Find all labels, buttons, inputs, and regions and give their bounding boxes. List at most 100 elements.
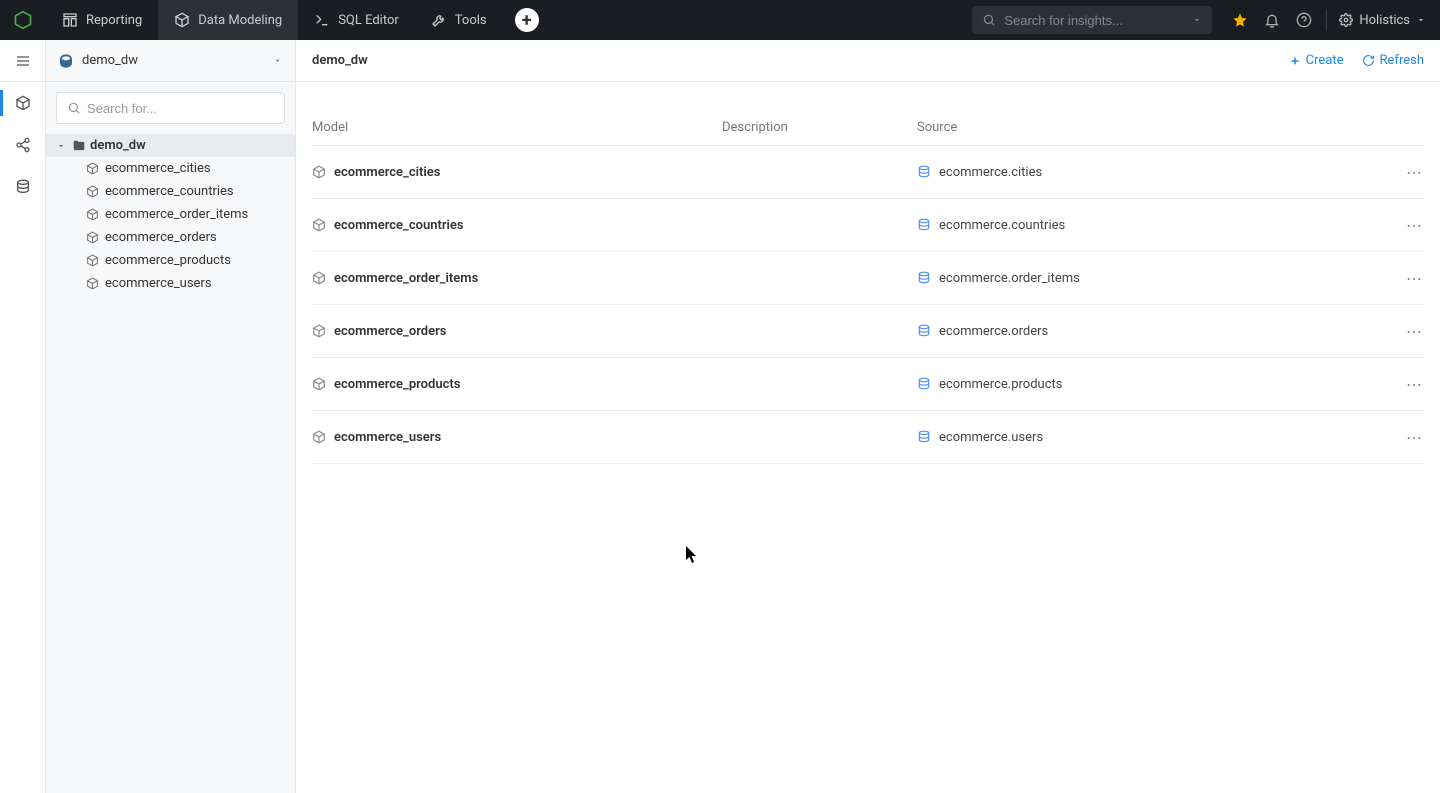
source-name: ecommerce.users bbox=[939, 430, 1043, 445]
refresh-label: Refresh bbox=[1380, 53, 1424, 68]
table-row[interactable]: ecommerce_products ecommerce.products ⋯ bbox=[312, 358, 1424, 411]
chevron-down-icon bbox=[56, 141, 68, 151]
tree-item[interactable]: ecommerce_users bbox=[46, 272, 295, 295]
rail-menu-toggle[interactable] bbox=[0, 40, 46, 82]
global-search-input[interactable] bbox=[1004, 13, 1184, 28]
app-logo[interactable] bbox=[0, 0, 46, 40]
tab-sql-editor[interactable]: SQL Editor bbox=[298, 0, 415, 40]
menu-icon bbox=[15, 53, 31, 69]
table-row[interactable]: ecommerce_orders ecommerce.orders ⋯ bbox=[312, 305, 1424, 358]
row-menu[interactable]: ⋯ bbox=[1384, 322, 1424, 341]
tree-item[interactable]: ecommerce_orders bbox=[46, 226, 295, 249]
db-selector[interactable]: demo_dw bbox=[46, 40, 295, 82]
table-row[interactable]: ecommerce_cities ecommerce.cities ⋯ bbox=[312, 146, 1424, 199]
source-cell: ecommerce.users bbox=[917, 430, 1384, 445]
global-search[interactable] bbox=[972, 6, 1212, 34]
chevron-down-icon bbox=[1192, 15, 1202, 25]
row-menu[interactable]: ⋯ bbox=[1384, 163, 1424, 182]
header-actions: Create Refresh bbox=[1289, 53, 1424, 68]
model-cell: ecommerce_order_items bbox=[312, 271, 722, 286]
model-name: ecommerce_countries bbox=[334, 218, 464, 233]
reporting-icon bbox=[62, 12, 78, 28]
row-menu[interactable]: ⋯ bbox=[1384, 428, 1424, 447]
star-icon bbox=[1232, 12, 1248, 28]
source-cell: ecommerce.cities bbox=[917, 165, 1384, 180]
database-icon bbox=[917, 324, 931, 338]
models-table: Model Description Source ecommerce_citie… bbox=[296, 82, 1440, 464]
plus-icon bbox=[1289, 55, 1301, 67]
row-menu[interactable]: ⋯ bbox=[1384, 375, 1424, 394]
model-cell: ecommerce_products bbox=[312, 377, 722, 392]
cube-icon bbox=[86, 185, 99, 198]
file-tree: demo_dw ecommerce_cities ecommerce_countr… bbox=[46, 134, 295, 295]
tab-reporting[interactable]: Reporting bbox=[46, 0, 158, 40]
cube-icon bbox=[86, 231, 99, 244]
row-menu[interactable]: ⋯ bbox=[1384, 216, 1424, 235]
favorites-button[interactable] bbox=[1224, 0, 1256, 40]
top-navbar: Reporting Data Modeling SQL Editor Tools… bbox=[0, 0, 1440, 40]
source-name: ecommerce.cities bbox=[939, 165, 1042, 180]
sidebar-search[interactable] bbox=[56, 92, 285, 124]
rail-databases[interactable] bbox=[0, 166, 46, 208]
tab-label: SQL Editor bbox=[338, 13, 399, 28]
model-name: ecommerce_cities bbox=[334, 165, 440, 180]
model-name: ecommerce_order_items bbox=[334, 271, 478, 286]
create-button[interactable]: Create bbox=[1289, 53, 1344, 68]
table-row[interactable]: ecommerce_users ecommerce.users ⋯ bbox=[312, 411, 1424, 464]
tree-item-label: ecommerce_countries bbox=[105, 184, 234, 199]
rail-relationships[interactable] bbox=[0, 124, 46, 166]
model-cell: ecommerce_countries bbox=[312, 218, 722, 233]
source-cell: ecommerce.order_items bbox=[917, 271, 1384, 286]
content-header: demo_dw Create Refresh bbox=[296, 40, 1440, 82]
model-name: ecommerce_users bbox=[334, 430, 441, 445]
add-button[interactable]: + bbox=[515, 8, 539, 32]
model-name: ecommerce_orders bbox=[334, 324, 446, 339]
cube-icon bbox=[86, 277, 99, 290]
create-label: Create bbox=[1306, 53, 1344, 68]
sidebar: demo_dw demo_dw ecommerce_cities ecommerc… bbox=[46, 40, 296, 793]
refresh-button[interactable]: Refresh bbox=[1362, 53, 1424, 68]
hexagon-logo-icon bbox=[13, 10, 33, 30]
source-name: ecommerce.orders bbox=[939, 324, 1048, 339]
database-icon bbox=[917, 271, 931, 285]
table-row[interactable]: ecommerce_countries ecommerce.countries⋯ bbox=[312, 199, 1424, 252]
sidebar-search-row bbox=[46, 82, 295, 134]
cube-icon bbox=[86, 162, 99, 175]
tree-item[interactable]: ecommerce_products bbox=[46, 249, 295, 272]
sidebar-search-input[interactable] bbox=[87, 101, 274, 116]
bell-icon bbox=[1264, 12, 1280, 28]
table-row[interactable]: ecommerce_order_items ecommerce.order_ite… bbox=[312, 252, 1424, 305]
database-icon bbox=[917, 377, 931, 391]
chevron-down-icon bbox=[272, 55, 283, 66]
cube-icon bbox=[15, 95, 31, 111]
source-cell: ecommerce.countries bbox=[917, 218, 1384, 233]
cube-icon bbox=[312, 271, 326, 285]
cube-icon bbox=[86, 208, 99, 221]
tree-folder[interactable]: demo_dw bbox=[46, 134, 295, 157]
rail-models[interactable] bbox=[0, 82, 46, 124]
source-cell: ecommerce.orders bbox=[917, 324, 1384, 339]
tab-data-modeling[interactable]: Data Modeling bbox=[158, 0, 298, 40]
cube-icon bbox=[312, 377, 326, 391]
model-cell: ecommerce_cities bbox=[312, 165, 722, 180]
tree-item[interactable]: ecommerce_countries bbox=[46, 180, 295, 203]
cube-icon bbox=[86, 254, 99, 267]
tree-item-label: ecommerce_order_items bbox=[105, 207, 248, 222]
db-name: demo_dw bbox=[82, 53, 138, 68]
database-icon bbox=[917, 218, 931, 232]
search-icon bbox=[67, 101, 81, 115]
tree-item[interactable]: ecommerce_cities bbox=[46, 157, 295, 180]
source-name: ecommerce.products bbox=[939, 377, 1062, 392]
row-menu[interactable]: ⋯ bbox=[1384, 269, 1424, 288]
notifications-button[interactable] bbox=[1256, 0, 1288, 40]
database-icon bbox=[917, 165, 931, 179]
user-menu[interactable]: Holistics bbox=[1333, 13, 1440, 28]
chevron-down-icon bbox=[1416, 15, 1426, 25]
help-button[interactable] bbox=[1288, 0, 1320, 40]
tab-label: Tools bbox=[455, 13, 487, 28]
tree-item[interactable]: ecommerce_order_items bbox=[46, 203, 295, 226]
tree-item-label: ecommerce_users bbox=[105, 276, 212, 291]
tab-tools[interactable]: Tools bbox=[415, 0, 503, 40]
user-label: Holistics bbox=[1359, 13, 1410, 28]
divider bbox=[1326, 9, 1327, 31]
